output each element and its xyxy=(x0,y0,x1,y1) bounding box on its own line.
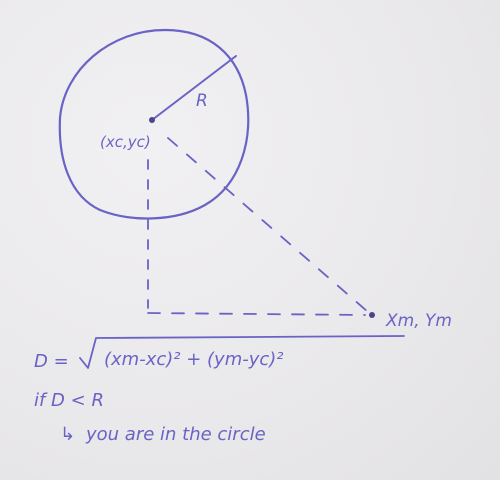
result-line: you are in the circle xyxy=(85,424,266,445)
radius-line xyxy=(151,55,237,121)
square-root-sign xyxy=(79,335,405,369)
result-arrow-icon: ↳ xyxy=(60,424,75,445)
mouse-point-label: Xm, Ym xyxy=(385,311,452,331)
horizontal-dashed-line xyxy=(147,312,366,316)
condition-line: if D < R xyxy=(34,390,104,411)
formula-radicand: (xm-xc)² + (ym-yc)² xyxy=(104,349,284,370)
mouse-point xyxy=(369,312,375,318)
circle-outline xyxy=(58,28,250,220)
formula-lhs: D = xyxy=(34,351,69,372)
radius-label: R xyxy=(196,91,208,111)
center-point xyxy=(149,117,155,123)
distance-dashed-line xyxy=(167,137,369,313)
center-label: (xc,yc) xyxy=(100,133,151,151)
